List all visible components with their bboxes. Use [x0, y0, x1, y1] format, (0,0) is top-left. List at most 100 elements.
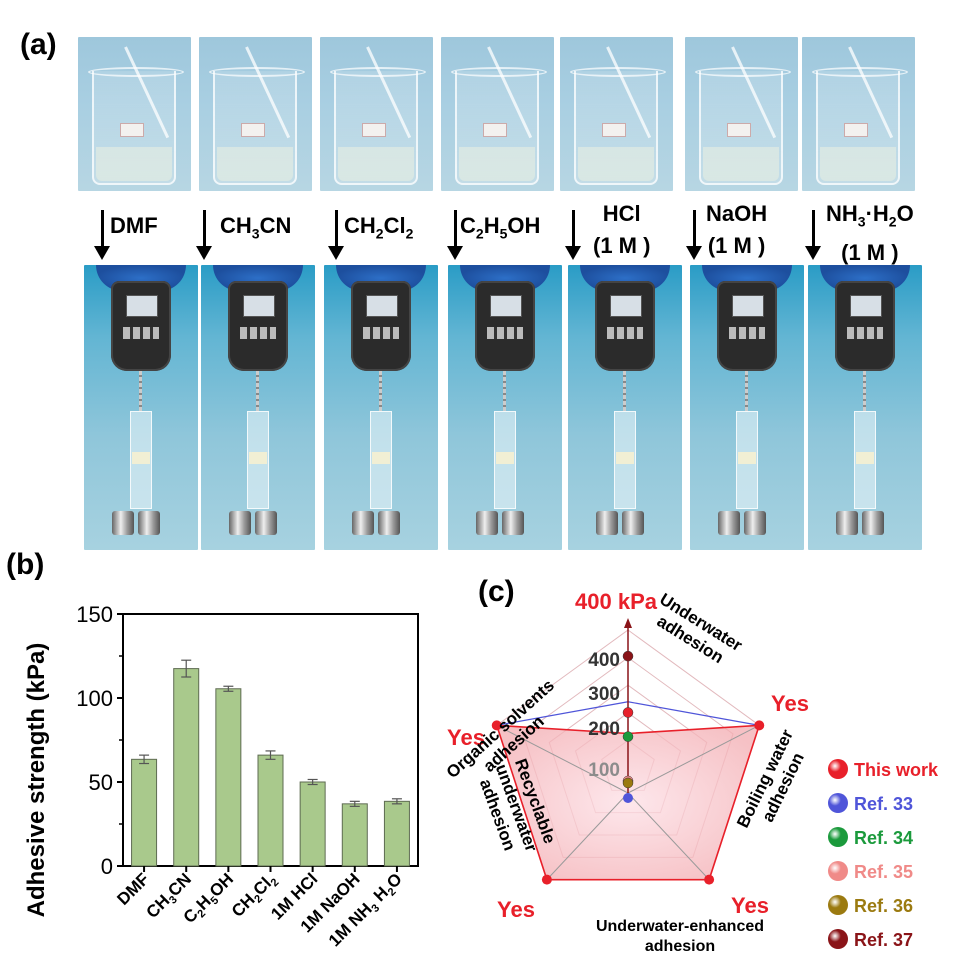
y-tick-label: 50	[89, 770, 113, 795]
data-point	[622, 777, 634, 789]
legend-marker-icon	[828, 895, 848, 915]
radar-spoke	[546, 792, 629, 880]
beaker-photo	[320, 37, 433, 191]
radar-spoke	[496, 724, 629, 794]
legend-label: Ref. 33	[854, 794, 913, 814]
legend-label: Ref. 35	[854, 862, 913, 882]
radar-axis-title: Underwateradhesion	[646, 589, 746, 672]
condition-concentration: (1 M )	[707, 233, 766, 258]
data-point	[704, 874, 715, 885]
beaker-photo	[78, 37, 191, 191]
condition-label: DMF	[110, 210, 158, 242]
data-point	[622, 731, 634, 742]
condition-text: O	[896, 201, 914, 226]
legend-marker-icon	[828, 793, 848, 813]
condition-label: CH2Cl2	[344, 210, 413, 249]
adhesion-test-photo	[568, 265, 682, 550]
radar-end-label: Yes	[771, 691, 809, 716]
legend-marker-icon	[828, 827, 848, 847]
adhesion-test-photo	[808, 265, 922, 550]
condition-text: CN	[259, 213, 292, 238]
radar-spoke	[627, 724, 760, 794]
radial-tick-label: 400	[588, 650, 620, 671]
condition-text: 5	[499, 225, 508, 242]
down-arrow-icon	[565, 210, 581, 260]
panel-b-label: (b)	[6, 548, 45, 581]
radar-end-label: Yes	[731, 893, 769, 918]
y-tick-label: 0	[101, 854, 113, 879]
data-point	[622, 707, 634, 718]
condition-concentration: (1 M )	[593, 233, 651, 258]
condition-text: Cl	[383, 213, 406, 238]
condition-label: CH3CN	[220, 210, 291, 249]
adhesion-test-photo	[201, 265, 315, 550]
condition-text: 2	[375, 225, 384, 242]
radar-end-label: Yes	[497, 897, 535, 922]
radar-series-ref33	[496, 701, 629, 726]
adhesion-test-photo	[448, 265, 562, 550]
panel-c-label: (c)	[478, 575, 515, 608]
bar	[215, 688, 242, 867]
legend-label: Ref. 37	[854, 930, 913, 950]
condition-label: HCl (1 M )	[593, 198, 650, 262]
adhesion-test-photo	[84, 265, 198, 550]
data-point	[623, 793, 633, 803]
bar	[173, 668, 200, 867]
bar	[383, 800, 410, 867]
condition-label: NaOH (1 M )	[706, 198, 767, 262]
condition-text: ·H	[865, 201, 889, 226]
radar-end-label: Yes	[447, 725, 485, 750]
radar-axis-title-line: adhesion	[645, 938, 715, 955]
data-point	[491, 720, 502, 731]
condition-text: 2	[405, 225, 414, 242]
down-arrow-icon	[447, 210, 463, 260]
radar-end-label: 400 kPa	[575, 589, 658, 614]
down-arrow-icon	[805, 210, 821, 260]
bar	[257, 754, 284, 867]
condition-text: 2	[475, 225, 484, 242]
radar-series-ref33	[627, 701, 760, 726]
condition-text: HCl	[602, 201, 641, 226]
bar	[299, 781, 326, 867]
beaker-photo	[441, 37, 554, 191]
radial-tick-label: 300	[588, 684, 620, 705]
radial-tick-label: 100	[588, 760, 620, 781]
axis-arrow-icon	[624, 618, 632, 628]
condition-text: CH	[344, 213, 376, 238]
condition-text: DMF	[110, 213, 158, 238]
radar-axis-title-line: Underwater-enhanced	[596, 918, 764, 935]
condition-label-line1: C2H5OH	[460, 210, 540, 249]
down-arrow-icon	[686, 210, 702, 260]
legend-marker-icon	[828, 759, 848, 779]
beaker-photo	[560, 37, 673, 191]
bar	[131, 758, 158, 867]
legend-marker-icon	[828, 861, 848, 881]
y-tick-label: 100	[76, 686, 113, 711]
down-arrow-icon	[328, 210, 344, 260]
down-arrow-icon	[196, 210, 212, 260]
panel-a-label: (a)	[20, 28, 57, 61]
condition-label: C2H5OH	[460, 210, 540, 249]
condition-label-line1: NH3·H2O	[826, 198, 914, 237]
radial-tick-label: 200	[588, 719, 620, 740]
condition-text: H	[483, 213, 500, 238]
condition-text: 3	[251, 225, 260, 242]
y-tick-label: 150	[76, 602, 113, 627]
condition-text: NaOH	[706, 201, 768, 226]
condition-text: 3	[857, 213, 866, 230]
condition-label-line1: CH3CN	[220, 210, 291, 249]
condition-text: C	[460, 213, 476, 238]
legend-label: Ref. 36	[854, 896, 913, 916]
condition-label-line1: DMF	[110, 210, 158, 242]
condition-text: 2	[888, 213, 897, 230]
condition-label-line1: CH2Cl2	[344, 210, 413, 249]
legend-label: This work	[854, 760, 939, 780]
legend-label: Ref. 34	[854, 828, 913, 848]
data-point	[622, 650, 634, 662]
condition-concentration: (1 M )	[841, 240, 899, 266]
condition-label-line1: HCl	[593, 198, 650, 230]
down-arrow-icon	[94, 210, 110, 260]
beaker-photo	[199, 37, 312, 191]
adhesion-test-photo	[690, 265, 804, 550]
